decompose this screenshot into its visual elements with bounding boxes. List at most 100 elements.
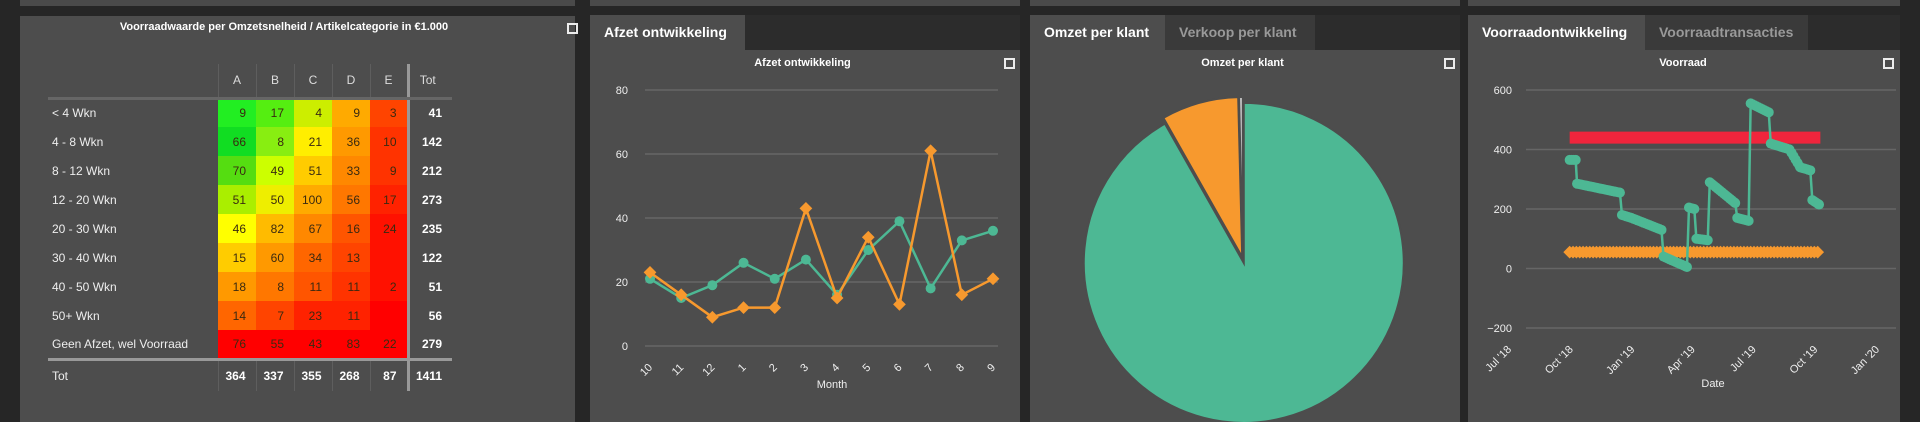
x-tick-label: 9 <box>985 362 998 375</box>
heatmap-cell: 49 <box>256 156 294 185</box>
heatmap-cell: 15 <box>218 243 256 272</box>
row-label: < 4 Wkn <box>52 106 97 121</box>
row-total: 56 <box>406 301 452 330</box>
data-point <box>707 280 718 291</box>
data-point <box>1702 235 1713 246</box>
heatmap-cell: 51 <box>294 156 332 185</box>
x-axis-label: Date <box>1701 378 1724 390</box>
row-label: 20 - 30 Wkn <box>52 221 117 236</box>
column-header-c: C <box>293 64 332 100</box>
data-point <box>955 288 969 302</box>
voorraad-panel: Voorraad <box>1468 50 1900 422</box>
data-point <box>1570 154 1581 165</box>
data-point <box>737 301 750 314</box>
row-total: 122 <box>406 243 452 272</box>
column-total: 268 <box>331 357 370 391</box>
table-row: 40 - 50 Wkn 18 8 11 11 2 51 <box>48 272 452 301</box>
heatmap-cell: 60 <box>256 243 294 272</box>
row-label: 4 - 8 Wkn <box>52 134 104 149</box>
row-label: 30 - 40 Wkn <box>52 250 117 265</box>
x-tick-label: 3 <box>798 362 811 375</box>
x-tick-label: 6 <box>892 362 905 375</box>
data-point <box>1656 224 1667 235</box>
heatmap-cell: 43 <box>294 330 332 359</box>
x-tick-label: Jul '19 <box>1728 344 1759 375</box>
series-line-teal <box>649 219 994 300</box>
column-total: 87 <box>369 357 408 391</box>
tab-voorraadtransacties[interactable]: Voorraadtransacties <box>1645 15 1808 50</box>
data-point <box>988 225 998 236</box>
heatmap-cell: 22 <box>370 330 408 359</box>
tab-omzet-per-klant[interactable]: Omzet per klant <box>1030 15 1165 50</box>
data-point <box>861 230 875 244</box>
row-total: 273 <box>406 185 452 214</box>
table-row: 12 - 20 Wkn 51 50 100 56 17 273 <box>48 185 452 214</box>
heatmap-cell: 46 <box>218 214 256 243</box>
heatmap-cell: 56 <box>332 185 370 214</box>
data-point <box>1805 165 1816 176</box>
panel-top-edge <box>1030 0 1460 6</box>
column-header-e: E <box>369 64 408 100</box>
heatmap-cell: 8 <box>256 127 294 156</box>
row-total: 142 <box>406 127 452 156</box>
heatmap-cell: 10 <box>370 127 408 156</box>
data-point <box>1743 215 1754 226</box>
x-tick-label: 1 <box>736 362 749 375</box>
y-tick-label: 40 <box>616 213 628 225</box>
table-row: Geen Afzet, wel Voorraad 76 55 43 83 22 279 <box>48 330 452 359</box>
tab-verkoop-per-klant[interactable]: Verkoop per klant <box>1165 15 1315 50</box>
x-tick-label: Jan '20 <box>1849 344 1882 377</box>
y-tick-label: −200 <box>1487 323 1512 335</box>
y-tick-label: 600 <box>1494 85 1512 97</box>
heatmap-cell: 50 <box>256 185 294 214</box>
chart-title: Afzet ontwikkeling <box>754 57 851 69</box>
data-point <box>645 273 655 284</box>
row-label: 40 - 50 Wkn <box>52 279 117 294</box>
tab-voorraadontwikkeling[interactable]: Voorraadontwikkeling <box>1468 15 1645 50</box>
expand-icon[interactable] <box>1004 58 1015 69</box>
totals-row: Tot 364 337 355 268 87 1411 <box>48 357 452 391</box>
heatmap-cell: 17 <box>370 185 408 214</box>
data-point <box>1730 198 1741 209</box>
expand-icon[interactable] <box>567 23 578 34</box>
heatmap-cell: 18 <box>218 272 256 301</box>
column-header-a: A <box>217 64 256 100</box>
voorraad-chart: −200 0 200 400 600 Jul '18 Oct '18 Jan '19 Apr '… <box>1483 85 1896 390</box>
chart-title: Omzet per klant <box>1201 57 1284 69</box>
heatmap-cell: 4 <box>294 98 332 127</box>
x-tick-label: Jul '18 <box>1483 344 1514 375</box>
data-point <box>800 254 811 265</box>
heatmap-cell: 33 <box>332 156 370 185</box>
table-row: 8 - 12 Wkn 70 49 51 33 9 212 <box>48 156 452 185</box>
data-point <box>738 257 749 268</box>
heatmap-cell: 13 <box>332 243 370 272</box>
grand-total: 1411 <box>406 357 452 391</box>
heatmap-cell: 17 <box>256 98 294 127</box>
expand-icon[interactable] <box>1444 58 1455 69</box>
x-axis-label: Month <box>817 379 848 391</box>
heatmap-cell: 83 <box>332 330 370 359</box>
data-point <box>1681 262 1692 273</box>
row-label: 50+ Wkn <box>52 308 100 323</box>
heatmap-cell: 67 <box>294 214 332 243</box>
expand-icon[interactable] <box>1883 58 1894 69</box>
panel-top-edge <box>590 0 1020 6</box>
tab-afzet-ontwikkeling[interactable]: Afzet ontwikkeling <box>590 15 745 50</box>
row-label: 8 - 12 Wkn <box>52 163 111 178</box>
heatmap-cell: 100 <box>294 185 332 214</box>
table-row: < 4 Wkn 9 17 4 9 3 41 <box>48 98 452 127</box>
x-tick-label: 2 <box>767 362 780 375</box>
heatmap-cell: 7 <box>256 301 294 330</box>
omzet-pie-chart <box>1082 96 1405 422</box>
afzet-tabbar: Afzet ontwikkeling <box>590 15 1020 50</box>
data-point <box>894 216 905 227</box>
series-line-orange <box>649 150 994 319</box>
row-label-header <box>48 64 218 100</box>
heatmap-cell: 2 <box>370 272 408 301</box>
row-total: 235 <box>406 214 452 243</box>
heatmap-cell: 9 <box>332 98 370 127</box>
table-row: 20 - 30 Wkn 46 82 67 16 24 235 <box>48 214 452 243</box>
heatmap-cell: 9 <box>218 98 256 127</box>
data-point <box>863 245 874 255</box>
column-header-b: B <box>255 64 294 100</box>
